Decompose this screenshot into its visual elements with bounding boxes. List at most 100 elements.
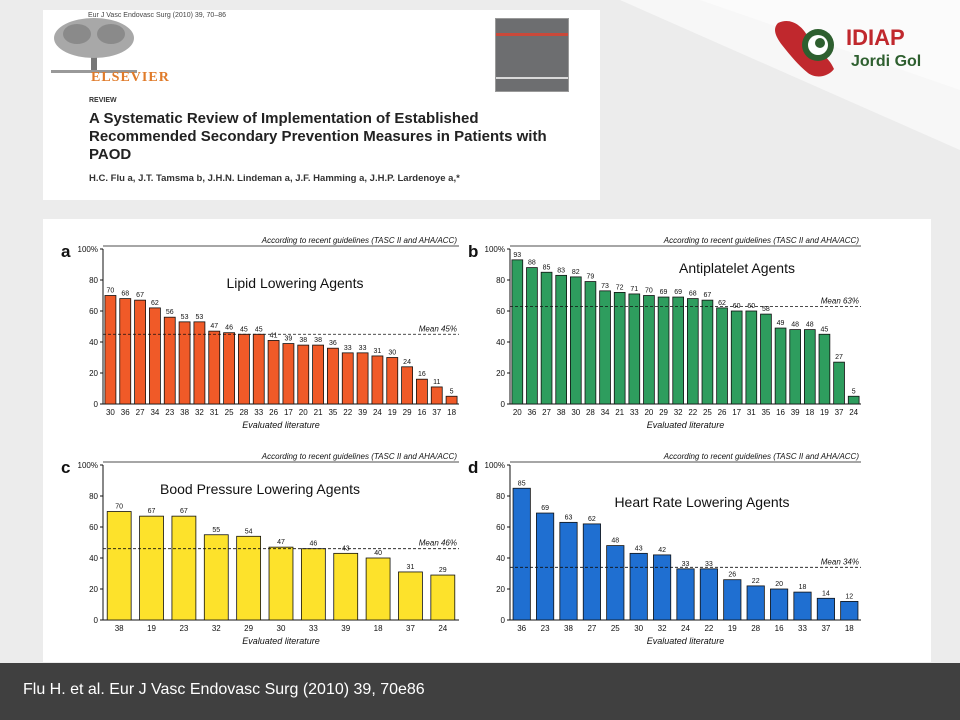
x-tick-label: 27 bbox=[136, 408, 145, 417]
bar bbox=[555, 274, 567, 405]
journal-reference: Eur J Vasc Endovasc Surg (2010) 39, 70–8… bbox=[88, 12, 227, 19]
x-tick-label: 37 bbox=[821, 624, 830, 633]
bar bbox=[178, 321, 191, 405]
x-tick-label: 19 bbox=[820, 408, 829, 417]
bar bbox=[760, 313, 772, 405]
y-tick-label: 0 bbox=[501, 400, 506, 409]
bar bbox=[300, 548, 326, 621]
bar bbox=[134, 299, 146, 405]
x-tick-label: 29 bbox=[403, 408, 412, 417]
bar bbox=[676, 568, 695, 621]
bar-value-label: 31 bbox=[407, 564, 415, 571]
chart-title: Lipid Lowering Agents bbox=[227, 275, 364, 291]
x-tick-label: 32 bbox=[674, 408, 683, 417]
section-label: REVIEW bbox=[89, 97, 117, 104]
bar bbox=[672, 296, 684, 405]
bar bbox=[570, 276, 582, 405]
x-tick-label: 29 bbox=[659, 408, 668, 417]
bar bbox=[401, 366, 413, 405]
x-tick-label: 28 bbox=[751, 624, 760, 633]
bar-value-label: 69 bbox=[660, 289, 668, 296]
bar-value-label: 54 bbox=[245, 528, 253, 535]
x-tick-label: 22 bbox=[704, 624, 713, 633]
x-tick-label: 32 bbox=[195, 408, 204, 417]
x-tick-label: 38 bbox=[180, 408, 189, 417]
chart-d: d According to recent guidelines (TASC II… bbox=[468, 452, 861, 646]
bar-value-label: 27 bbox=[835, 354, 843, 361]
bar-value-label: 38 bbox=[299, 337, 307, 344]
bar bbox=[236, 535, 262, 621]
mean-label: Mean 45% bbox=[419, 324, 457, 333]
bar bbox=[789, 329, 801, 405]
x-tick-label: 24 bbox=[849, 408, 858, 417]
bar bbox=[356, 352, 369, 405]
bar bbox=[818, 333, 831, 405]
bar-value-label: 46 bbox=[309, 541, 317, 548]
bar-value-label: 33 bbox=[705, 561, 713, 568]
x-tick-label: 33 bbox=[798, 624, 807, 633]
bar bbox=[793, 591, 812, 621]
logo-name: IDIAP bbox=[846, 25, 905, 50]
x-tick-label: 18 bbox=[447, 408, 456, 417]
chart-title: Bood Pressure Lowering Agents bbox=[160, 481, 360, 497]
y-tick-label: 40 bbox=[496, 338, 505, 347]
x-tick-label: 22 bbox=[343, 408, 352, 417]
bar-value-label: 83 bbox=[557, 267, 565, 274]
bar bbox=[599, 290, 611, 405]
x-axis-label: Evaluated literature bbox=[242, 420, 320, 430]
x-tick-label: 20 bbox=[644, 408, 653, 417]
bar bbox=[526, 267, 538, 405]
x-tick-label: 24 bbox=[681, 624, 690, 633]
bar-value-label: 33 bbox=[682, 561, 690, 568]
x-tick-label: 38 bbox=[564, 624, 573, 633]
x-tick-label: 30 bbox=[106, 408, 115, 417]
journal-cover bbox=[495, 18, 569, 92]
bar bbox=[398, 571, 423, 621]
y-tick-label: 20 bbox=[89, 585, 98, 594]
bar-value-label: 45 bbox=[240, 326, 248, 333]
chart-a: a According to recent guidelines (TASC II… bbox=[61, 236, 459, 430]
bar bbox=[699, 568, 718, 621]
bar-value-label: 46 bbox=[225, 325, 233, 332]
x-tick-label: 19 bbox=[388, 408, 397, 417]
bar-value-label: 5 bbox=[852, 388, 856, 395]
y-tick-label: 60 bbox=[89, 307, 98, 316]
bar-value-label: 5 bbox=[450, 388, 454, 395]
bar bbox=[333, 552, 359, 621]
panel-letter: d bbox=[468, 458, 478, 477]
y-tick-label: 80 bbox=[496, 276, 505, 285]
bar bbox=[582, 523, 601, 621]
chart-panel: a According to recent guidelines (TASC II… bbox=[43, 219, 931, 662]
bar bbox=[536, 512, 555, 621]
bar-value-label: 45 bbox=[821, 326, 829, 333]
y-tick-label: 60 bbox=[496, 523, 505, 532]
bar bbox=[371, 355, 384, 405]
paper-title: A Systematic Review of Implementation of… bbox=[89, 110, 547, 163]
bar-value-label: 67 bbox=[148, 508, 156, 515]
elsevier-tree-logo bbox=[51, 18, 137, 73]
y-tick-label: 40 bbox=[89, 554, 98, 563]
chart-title: Heart Rate Lowering Agents bbox=[614, 494, 789, 510]
bar bbox=[297, 344, 310, 405]
bar-value-label: 30 bbox=[388, 350, 396, 357]
bar bbox=[840, 600, 859, 621]
bar-value-label: 56 bbox=[166, 309, 174, 316]
bar-value-label: 14 bbox=[822, 590, 830, 597]
chart-c: c According to recent guidelines (TASC II… bbox=[61, 452, 459, 646]
y-tick-label: 60 bbox=[89, 523, 98, 532]
x-tick-label: 35 bbox=[761, 408, 770, 417]
x-tick-label: 30 bbox=[571, 408, 580, 417]
bar bbox=[365, 557, 391, 621]
bar bbox=[238, 333, 250, 405]
bar bbox=[223, 332, 235, 405]
mean-label: Mean 63% bbox=[821, 296, 859, 305]
bar-value-label: 40 bbox=[374, 550, 382, 557]
bar-value-label: 31 bbox=[374, 348, 382, 355]
bar-value-label: 62 bbox=[151, 300, 159, 307]
bar bbox=[701, 299, 714, 405]
mean-label: Mean 34% bbox=[821, 557, 859, 566]
x-tick-label: 25 bbox=[703, 408, 712, 417]
bar-value-label: 68 bbox=[689, 291, 697, 298]
publisher-name: ELSEVIER bbox=[91, 70, 170, 85]
bar bbox=[540, 271, 553, 405]
